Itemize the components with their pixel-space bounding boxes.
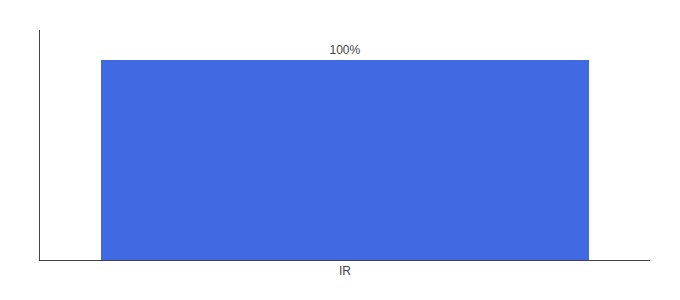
svg-text:100%: 100% xyxy=(329,43,360,57)
svg-text:IR: IR xyxy=(339,264,351,278)
